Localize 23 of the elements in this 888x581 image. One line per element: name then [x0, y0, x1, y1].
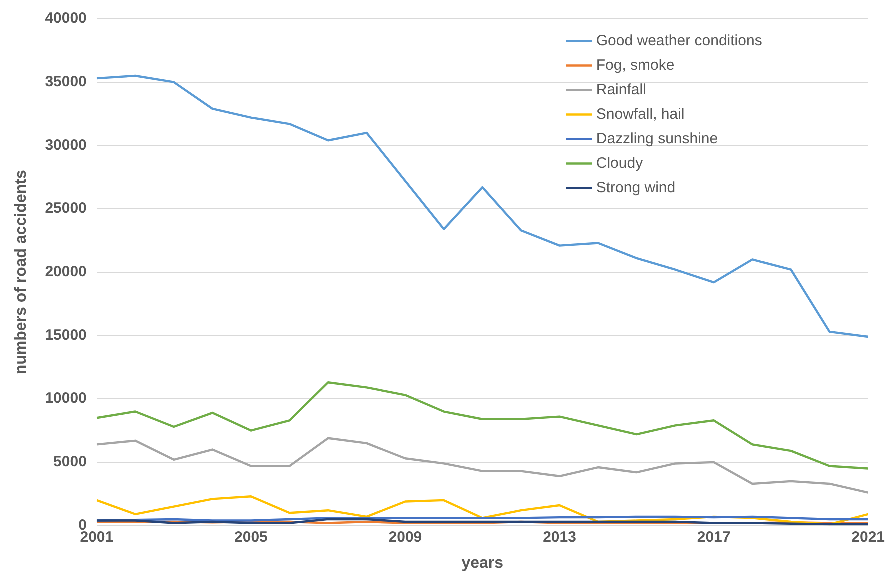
x-tick-label: 2021 [852, 528, 886, 546]
x-tick-label: 2017 [697, 528, 731, 546]
y-tick-label: 20000 [45, 264, 87, 281]
x-tick-label: 2005 [234, 528, 268, 546]
legend-label: Good weather conditions [596, 32, 762, 50]
y-tick-label: 25000 [45, 200, 87, 218]
y-tick-label: 5000 [54, 454, 87, 471]
y-tick-label: 35000 [45, 73, 87, 90]
x-tick-label: 2001 [80, 528, 114, 546]
legend-label: Strong wind [596, 179, 676, 196]
x-tick-label: 2009 [388, 528, 422, 546]
y-tick-label: 40000 [45, 10, 87, 28]
legend-label: Snowfall, hail [596, 106, 685, 123]
legend-label: Rainfall [596, 81, 646, 98]
y-axis-title: numbers of road accidents [13, 170, 30, 375]
legend-label: Cloudy [596, 154, 644, 172]
y-tick-label: 15000 [45, 326, 87, 344]
y-tick-label: 30000 [45, 136, 87, 154]
y-tick-label: 10000 [45, 390, 87, 408]
x-axis-title: years [462, 554, 504, 572]
legend-label: Fog, smoke [596, 56, 675, 74]
legend-label: Dazzling sunshine [596, 130, 718, 148]
x-tick-label: 2013 [543, 528, 576, 546]
